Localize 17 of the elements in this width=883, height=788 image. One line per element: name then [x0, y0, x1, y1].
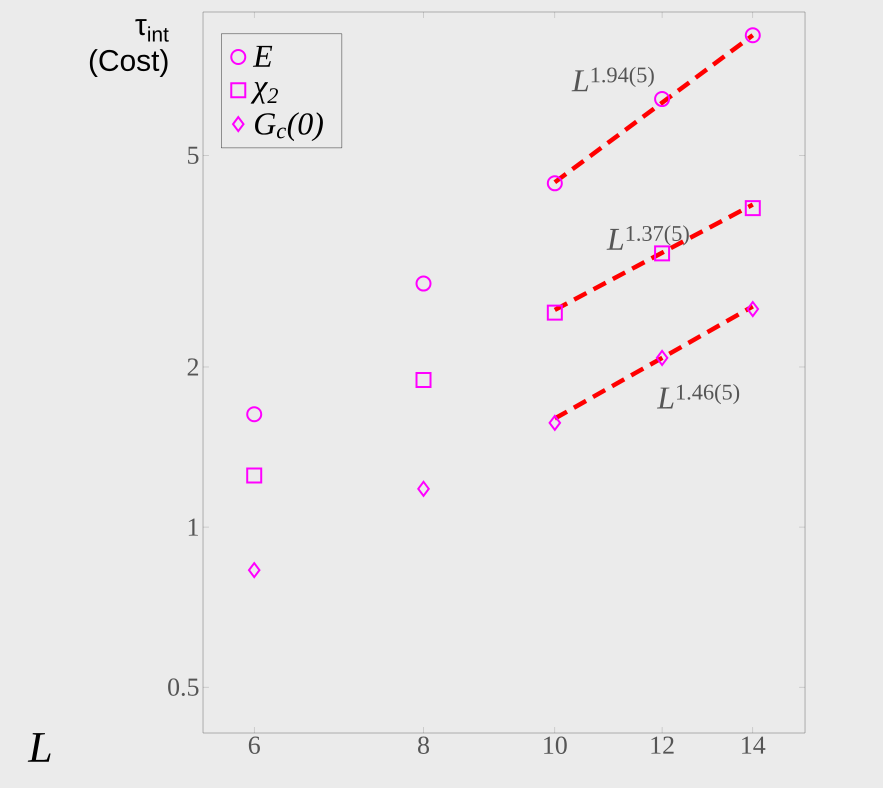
- x-tick-label: 10: [544, 736, 567, 754]
- annotation: L$^{1.94(5)}$: [572, 66, 654, 92]
- annotation: L$^{1.46(5)}$: [656, 384, 740, 408]
- y-tick-label: 0.5: [168, 678, 198, 696]
- x-tick-label: 8: [418, 736, 430, 754]
- annotation: L$^{1.37(5)}$: [606, 225, 689, 250]
- legend-label: χ$_{2}$: [250, 82, 278, 104]
- x-tick-label: 14: [742, 736, 766, 754]
- legend-label: G$_{c}$(0): [255, 112, 323, 142]
- x-tick-label: 6: [248, 736, 260, 754]
- x-tick-label: 12: [651, 736, 674, 754]
- legend-label: E: [252, 46, 272, 67]
- y-axis-title: τ$_{int}$ (Cost): [90, 19, 169, 77]
- y-tick-label: 1: [188, 518, 198, 536]
- x-axis-title: L: [28, 733, 51, 762]
- y-tick-label: 5: [188, 146, 198, 164]
- y-tick-label: 2: [188, 358, 198, 376]
